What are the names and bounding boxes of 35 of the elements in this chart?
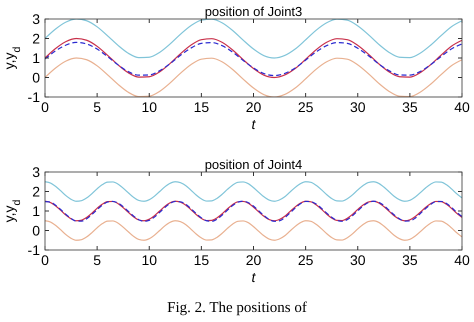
x-tick-label: 5: [93, 252, 102, 268]
y-tick-label: 1: [32, 50, 40, 66]
x-tick-label: 25: [298, 99, 314, 115]
y-tick-label: 3: [32, 164, 40, 180]
y-tick-label: 2: [32, 30, 40, 46]
x-tick-label: 20: [246, 99, 262, 115]
x-tick-label: 15: [194, 252, 210, 268]
line-series: [45, 220, 462, 241]
line-series: [45, 19, 462, 59]
x-tick-label: 30: [350, 252, 366, 268]
x-tick-label: 15: [194, 99, 210, 115]
y-tick-label: -1: [28, 89, 40, 105]
y-tick-label: 1: [32, 203, 40, 219]
y-tick-label: 0: [32, 222, 40, 238]
x-tick-label: 25: [298, 252, 314, 268]
y-tick-label: 3: [32, 11, 40, 27]
y-tick-label: 0: [32, 70, 40, 86]
chart-title: position of Joint4: [204, 157, 302, 172]
y-tick-label: 2: [32, 184, 40, 200]
y-tick-label: -1: [28, 242, 40, 258]
chart-title: position of Joint3: [204, 4, 302, 19]
x-tick-label: 35: [402, 252, 418, 268]
x-tick-label: 5: [93, 99, 102, 115]
x-axis-title: t: [252, 116, 257, 132]
caption: Fig. 2. The positions of: [167, 300, 307, 316]
x-tick-label: 40: [454, 99, 470, 115]
x-tick-label: 10: [141, 99, 158, 115]
x-tick-label: 40: [454, 252, 470, 268]
x-tick-label: 30: [350, 99, 366, 115]
x-axis-title: t: [252, 269, 257, 285]
x-tick-label: 20: [246, 252, 262, 268]
line-series: [45, 57, 462, 97]
x-tick-label: 10: [141, 252, 158, 268]
line-series: [45, 181, 462, 202]
x-tick-label: 35: [402, 99, 418, 115]
